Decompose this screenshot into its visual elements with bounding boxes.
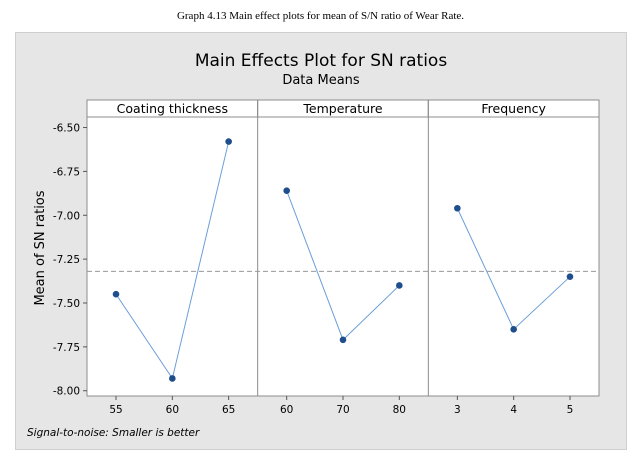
chart-subtitle: Data Means bbox=[282, 73, 360, 88]
data-point bbox=[283, 187, 290, 194]
data-point bbox=[566, 273, 574, 280]
plot-background bbox=[86, 99, 600, 397]
x-tick-label: 65 bbox=[222, 404, 235, 416]
x-tick-label: 5 bbox=[567, 404, 574, 416]
y-axis-label: Mean of SN ratios bbox=[33, 190, 48, 305]
x-tick-label: 55 bbox=[109, 404, 122, 416]
y-tick-label: -7.50 bbox=[53, 298, 80, 310]
data-point bbox=[339, 336, 347, 344]
y-tick-label: -7.75 bbox=[53, 342, 80, 354]
plot-area: -6.50 -6.75 -7.00 -7.25 -7.50 -7.75 -8.00 Coati… bbox=[53, 99, 600, 416]
y-tick-label: -6.50 bbox=[53, 123, 80, 135]
x-tick-label: 80 bbox=[393, 404, 406, 416]
data-point bbox=[510, 326, 517, 333]
data-point bbox=[396, 282, 403, 289]
y-tick-label: -7.00 bbox=[53, 210, 80, 222]
y-tick-label: -6.75 bbox=[53, 166, 80, 178]
x-tick-label: 60 bbox=[280, 404, 293, 416]
x-tick-label: 4 bbox=[510, 404, 517, 416]
footnote: Signal-to-noise: Smaller is better bbox=[27, 427, 200, 439]
panel-strip-label: Coating thickness bbox=[117, 101, 228, 116]
x-tick-label: 60 bbox=[166, 404, 179, 416]
chart-title: Main Effects Plot for SN ratios bbox=[195, 51, 448, 71]
data-point bbox=[169, 375, 176, 382]
panel-strip-label: Temperature bbox=[302, 101, 382, 116]
y-tick-label: -8.00 bbox=[53, 386, 80, 398]
data-point bbox=[225, 138, 232, 145]
y-tick-label: -7.25 bbox=[53, 254, 80, 266]
x-tick-label: 3 bbox=[454, 404, 461, 416]
figure-caption: Graph 4.13 Main effect plots for mean of… bbox=[176, 10, 465, 22]
data-point bbox=[454, 204, 461, 212]
data-point bbox=[112, 290, 120, 298]
panel-strip-label: Frequency bbox=[481, 101, 546, 116]
x-tick-label: 70 bbox=[336, 404, 349, 416]
